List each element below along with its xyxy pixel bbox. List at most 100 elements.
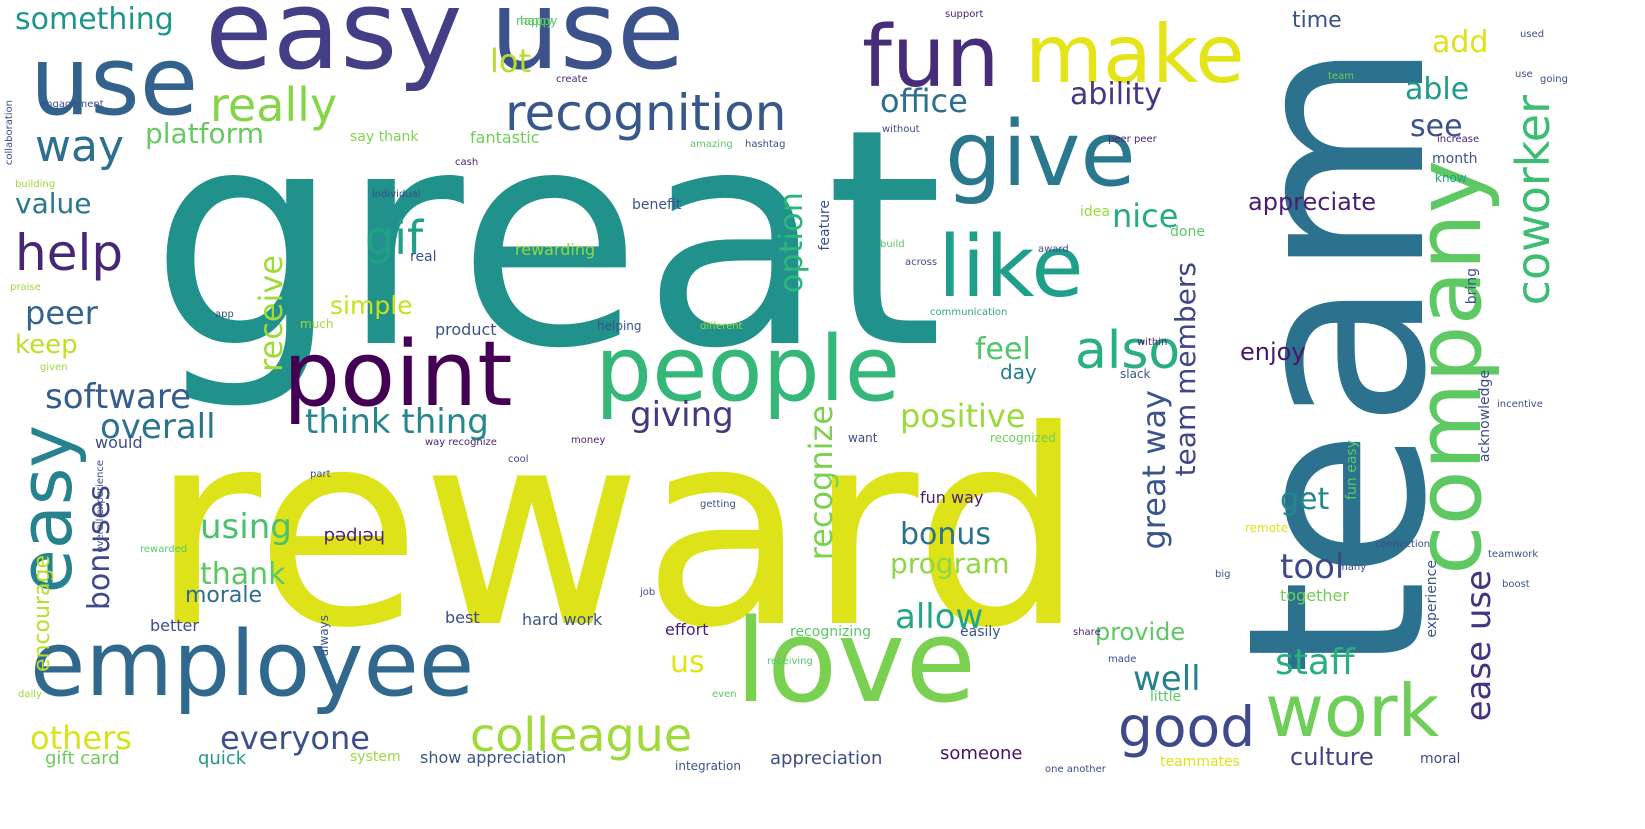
word-give: give xyxy=(945,102,1136,207)
word-bring: bring xyxy=(1464,268,1480,305)
word-support: support xyxy=(945,9,984,20)
word-teamwork: teamwork xyxy=(1488,549,1539,560)
word-idea: idea xyxy=(1080,204,1110,220)
word-recognizing: recognizing xyxy=(790,624,871,640)
word-would: would xyxy=(95,433,143,452)
word-going: going xyxy=(1540,74,1568,85)
word-cash: cash xyxy=(455,157,479,168)
word-little: little xyxy=(1150,689,1182,705)
word-easy: easy xyxy=(205,0,463,94)
word-receive: receive xyxy=(252,255,290,372)
word-happy: happy xyxy=(520,14,558,28)
word-used: used xyxy=(1520,29,1545,40)
word-colleague: colleague xyxy=(470,708,693,762)
word-collaboration: collaboration xyxy=(4,100,15,166)
word-receiving: receiving xyxy=(767,656,813,667)
word-recognized: recognized xyxy=(990,431,1056,445)
word-share: share xyxy=(1073,627,1101,638)
word-even: even xyxy=(712,689,737,700)
word-staff: staff xyxy=(1275,642,1355,683)
word-without: without xyxy=(882,124,920,135)
word-recognize: recognize xyxy=(802,405,840,561)
word-reward: reward xyxy=(150,372,1086,687)
word-culture: culture xyxy=(1290,743,1374,771)
word-one-another: one another xyxy=(1045,764,1106,775)
word-job: job xyxy=(640,587,656,598)
word-across: across xyxy=(905,257,938,268)
word-nappy: nappy xyxy=(516,14,554,28)
word-rewarded: rewarded xyxy=(140,544,188,555)
word-building: building xyxy=(15,179,56,190)
word-make: make xyxy=(1025,8,1245,101)
word-peer-peer: peer peer xyxy=(1108,134,1157,145)
word-easily: easily xyxy=(960,624,1001,640)
word-get: get xyxy=(1280,482,1330,517)
word-program: program xyxy=(890,547,1010,580)
word-much: much xyxy=(300,317,334,331)
word-nice: nice xyxy=(1112,197,1179,235)
word-team-members: team members xyxy=(1169,262,1202,477)
word-remote: remote xyxy=(1245,521,1289,535)
word-fun-way: fun way xyxy=(920,488,984,507)
word-someone: someone xyxy=(940,743,1023,764)
word-thank: thank xyxy=(200,557,286,592)
word-teammates: teammates xyxy=(1160,754,1240,770)
word-simple: simple xyxy=(330,291,413,320)
word-many: many xyxy=(1338,562,1367,573)
word-know: know xyxy=(1435,171,1467,185)
word-helping: helping xyxy=(597,319,642,333)
word-big: big xyxy=(1215,569,1231,580)
word-able: able xyxy=(1405,72,1470,107)
word-value: value xyxy=(15,187,92,220)
word-better: better xyxy=(150,616,199,635)
word-help: help xyxy=(15,224,124,282)
word-within: within xyxy=(1137,337,1168,348)
word-individual: individual xyxy=(372,189,421,200)
word-use: use xyxy=(490,0,685,94)
word-day: day xyxy=(1000,360,1037,384)
word-experience: experience xyxy=(1424,560,1440,638)
word-office: office xyxy=(880,82,968,120)
word-hashtag: hashtag xyxy=(745,139,786,150)
word-feel: feel xyxy=(975,332,1031,367)
word-month: month xyxy=(1432,151,1478,167)
word-praise: praise xyxy=(10,282,41,293)
word-good: good xyxy=(1118,695,1256,759)
word-add: add xyxy=(1432,25,1489,60)
word-slack: slack xyxy=(1120,367,1151,381)
word-appreciation: appreciation xyxy=(770,748,883,769)
word-benefit: benefit xyxy=(632,197,682,213)
word-like: like xyxy=(938,218,1084,317)
word-team: team xyxy=(1328,71,1354,82)
word-gif: gif xyxy=(365,211,424,265)
word-bonus: bonus xyxy=(900,517,992,552)
word-cool: cool xyxy=(508,454,529,465)
word-coworker: coworker xyxy=(1506,95,1560,306)
word-morale: morale xyxy=(185,583,263,608)
word-point: point xyxy=(283,322,513,427)
word-great-way: great way xyxy=(1135,390,1173,550)
word-done: done xyxy=(1170,224,1205,240)
word-build: build xyxy=(880,239,905,250)
word-employee: employee xyxy=(30,612,475,717)
word-appreciate: appreciate xyxy=(1248,188,1377,216)
word-fantastic: fantastic xyxy=(470,128,540,147)
word-real: real xyxy=(410,249,437,265)
word-show-appreciation: show appreciation xyxy=(420,748,567,767)
word-giving: giving xyxy=(630,395,734,435)
word-keep: keep xyxy=(15,330,78,360)
word-encourage: encourage xyxy=(30,555,55,673)
word-part: part xyxy=(310,469,331,480)
word-ease-use: ease use xyxy=(1459,570,1499,722)
word-hard-work: hard work xyxy=(522,610,603,629)
word-create: create xyxy=(556,74,588,85)
word-system: system xyxy=(350,749,401,765)
word-effort: effort xyxy=(665,620,709,639)
word-everyone: everyone xyxy=(220,719,370,757)
word-boost: boost xyxy=(1502,579,1530,590)
word-getting: getting xyxy=(700,499,736,510)
word-use: use xyxy=(1515,69,1533,80)
word-software: software xyxy=(45,377,192,417)
word-together: together xyxy=(1280,586,1349,605)
word-feature: feature xyxy=(817,200,833,251)
